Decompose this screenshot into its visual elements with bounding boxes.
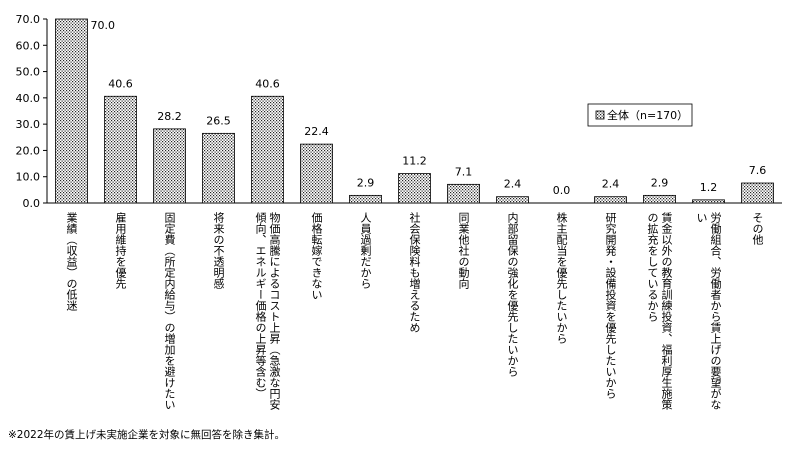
y-tick-label: 60.0 (16, 39, 41, 52)
y-tick-label: 30.0 (16, 118, 41, 131)
data-label: 0.0 (553, 184, 571, 197)
category-label: 内部留保の強化を優先したいから (506, 211, 519, 377)
bar (349, 194, 382, 204)
bar (300, 143, 333, 204)
bar (55, 18, 88, 204)
y-tick-label: 0.0 (23, 197, 41, 210)
bar (741, 182, 774, 204)
category-label: 将来の不透明感 (212, 212, 225, 289)
category-label: 賃金以外の教育訓練投資、福利厚生施策 (660, 211, 673, 410)
bar (496, 196, 529, 204)
bar (692, 199, 725, 204)
category-label: 雇用維持を優先 (114, 211, 127, 290)
y-tick-label: 50.0 (16, 66, 41, 79)
y-tick-label: 10.0 (16, 171, 41, 184)
bar (153, 128, 186, 204)
category-label: その他 (751, 212, 764, 245)
y-tick-label: 20.0 (16, 144, 41, 157)
data-label: 28.2 (157, 110, 182, 123)
legend-label: 全体（n=170） (607, 108, 688, 122)
bar (251, 95, 284, 204)
data-label: 7.1 (455, 165, 473, 178)
data-label: 2.4 (504, 178, 522, 191)
footnote: ※2022年の賃上げ未実施企業を対象に無回答を除き集計。 (8, 428, 285, 441)
legend-swatch (595, 110, 605, 120)
data-label: 2.9 (651, 176, 669, 189)
category-label: 同業他社の動向 (457, 212, 470, 289)
category-label: 社会保険料も増えるため (408, 211, 421, 333)
data-label: 7.6 (749, 164, 767, 177)
data-label: 11.2 (402, 155, 427, 168)
data-label: 2.4 (602, 178, 620, 191)
category-label: 物価高騰によるコスト上昇（急激な円安 (268, 211, 281, 411)
category-label: 株主配当を優先したいから (555, 211, 568, 344)
category-label: 固定費（所定内給与）の増加を避けたい (163, 212, 176, 410)
bar (643, 194, 676, 204)
category-label: 労働組合、労働者から賃上げの要望がな (709, 211, 722, 410)
category-label: 業績（収益）の低迷 (65, 212, 78, 311)
y-tick-label: 40.0 (16, 92, 41, 105)
category-label: 傾向、エネルギー価格の上昇等含む） (254, 211, 267, 399)
category-label: 研究開発・設備投資を優先したいから (604, 212, 617, 399)
data-label: 2.9 (357, 176, 375, 189)
category-label: い (695, 212, 708, 223)
bar (202, 132, 235, 204)
data-label: 26.5 (206, 114, 231, 127)
bar (104, 95, 137, 204)
data-label: 1.2 (700, 181, 718, 194)
data-label: 40.6 (255, 77, 280, 90)
legend-box (587, 103, 693, 127)
y-tick-label: 70.0 (16, 13, 41, 26)
legend: 全体（n=170） (587, 103, 693, 127)
category-label: 価格転嫁できない (310, 212, 323, 300)
category-label: の拡充をしているから (646, 212, 659, 322)
data-label: 40.6 (108, 77, 133, 90)
bar (447, 183, 480, 204)
bar (594, 196, 627, 204)
data-label: 22.4 (304, 125, 329, 138)
data-label: 70.0 (91, 19, 116, 32)
bar (398, 173, 431, 204)
category-label: 人員過剰だから (359, 212, 372, 289)
plot-area: 0.0 10.0 20.0 30.0 40.0 50.0 60.0 70.0 70.0 業績（収益… (16, 13, 782, 411)
